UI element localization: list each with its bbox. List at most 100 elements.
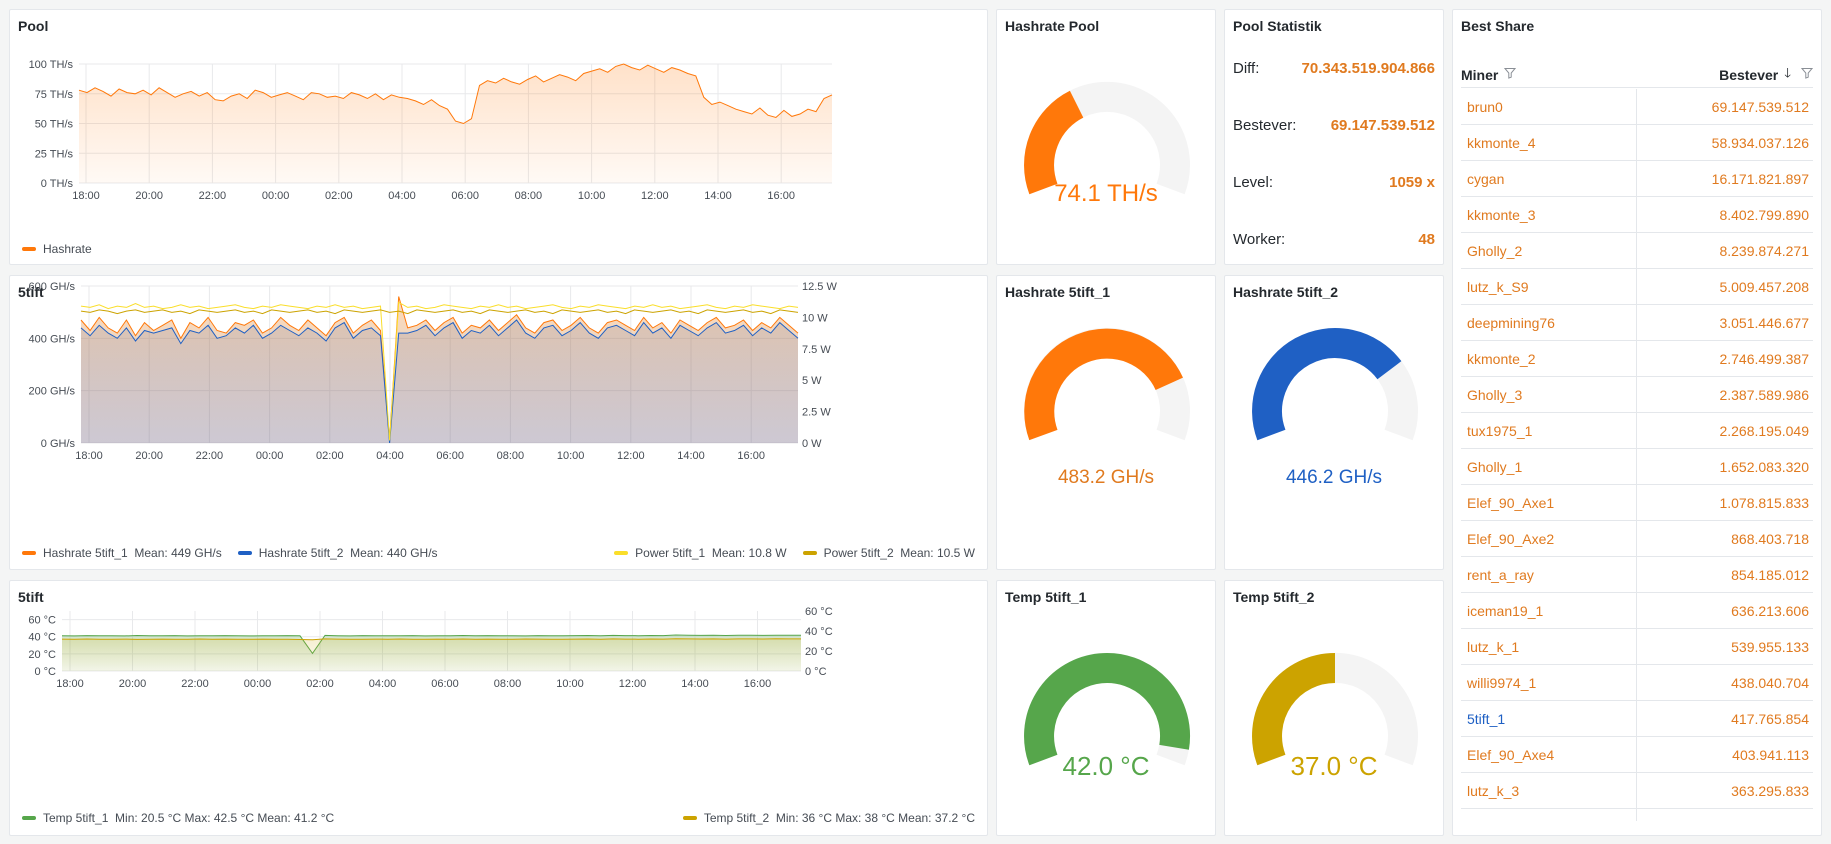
hashrate-5tift-2-panel: Hashrate 5tift_2 446.2 GH/s — [1224, 275, 1444, 570]
stat-level-value: 1059 x — [1389, 174, 1435, 191]
table-row[interactable]: Gholly_1 1.652.083.320 — [1461, 449, 1813, 485]
filter-icon[interactable] — [1504, 67, 1517, 82]
table-row[interactable]: lutz_k_3 363.295.833 — [1461, 773, 1813, 809]
miner-cell: willi9974_1 — [1461, 665, 1637, 700]
best-share-title[interactable]: Best Share — [1461, 18, 1535, 34]
miner-cell: cygan — [1461, 161, 1637, 196]
y-tick-label: 50 TH/s — [35, 119, 74, 131]
legend-label[interactable]: Power 5tift_1 — [635, 546, 706, 560]
tift-temp-title[interactable]: 5tift — [18, 589, 44, 605]
stat-diff-label: Diff: — [1233, 60, 1260, 77]
table-row[interactable]: Gholly_3 2.387.589.986 — [1461, 377, 1813, 413]
series-line — [78, 63, 833, 125]
x-tick-label: 18:00 — [56, 678, 84, 690]
tift-temp-chart[interactable]: 0 °C 20 °C 40 °C 60 °C 0 °C 20 °C 40 °C 60 °C 18… — [10, 581, 988, 836]
x-tick-label: 22:00 — [181, 678, 209, 690]
bestever-column-header[interactable]: Bestever 🡓 — [1637, 62, 1814, 87]
bestever-cell: 868.403.718 — [1731, 530, 1809, 547]
legend-label[interactable]: Temp 5tift_1 — [43, 811, 109, 825]
gauge-fill — [1024, 90, 1084, 195]
stat-worker-value: 48 — [1418, 231, 1435, 248]
legend-swatch — [22, 816, 36, 820]
y-tick-label: 0 GH/s — [41, 438, 76, 450]
legend-stats: Mean: 10.5 W — [893, 546, 975, 560]
y2-tick-label: 0 °C — [805, 666, 827, 678]
table-row[interactable]: lutz_k_S9 5.009.457.208 — [1461, 269, 1813, 305]
tift-hash-chart[interactable]: 0 GH/s 200 GH/s 400 GH/s 600 GH/s 0 W 2.5 W 5 … — [10, 276, 988, 570]
x-tick-label: 06:00 — [431, 678, 459, 690]
best-share-body[interactable]: brun0 69.147.539.512 kkmonte_4 58.934.037.1… — [1461, 89, 1813, 821]
tift-hash-title[interactable]: 5tift — [18, 284, 44, 300]
filter-icon[interactable] — [1800, 67, 1814, 82]
y-tick-label: 100 TH/s — [29, 59, 74, 71]
stat-level: Level: 1059 x — [1233, 174, 1435, 191]
table-row[interactable]: deepmining76 3.051.446.677 — [1461, 305, 1813, 341]
bestever-cell: 3.051.446.677 — [1719, 314, 1809, 331]
table-row[interactable]: Elef_90_Axe2 868.403.718 — [1461, 521, 1813, 557]
table-row[interactable]: kkmonte_3 8.402.799.890 — [1461, 197, 1813, 233]
hashrate-5tift-1-title[interactable]: Hashrate 5tift_1 — [1005, 284, 1111, 300]
legend-swatch — [22, 551, 36, 555]
series-area — [81, 320, 798, 443]
series-line — [80, 319, 799, 444]
table-row[interactable]: Elef_90_Axe1 1.078.815.833 — [1461, 485, 1813, 521]
x-tick-label: 16:00 — [767, 190, 795, 202]
legend-label[interactable]: Hashrate 5tift_1 — [43, 546, 128, 560]
table-row[interactable]: willi9974_1 438.040.704 — [1461, 665, 1813, 701]
miner-cell: lutz_k_1 — [1461, 629, 1637, 664]
x-tick-label: 22:00 — [199, 190, 227, 202]
legend-label[interactable]: Hashrate — [43, 242, 92, 256]
bestever-cell: 417.765.854 — [1731, 710, 1809, 727]
miner-cell: brun0 — [1461, 89, 1637, 124]
miner-column-header[interactable]: Miner — [1461, 62, 1637, 87]
x-tick-label: 08:00 — [515, 190, 543, 202]
table-row[interactable]: Elef_90_Axe4 403.941.113 — [1461, 737, 1813, 773]
hashrate-5tift-2-gauge — [1252, 328, 1418, 441]
table-row[interactable]: brun0 69.147.539.512 — [1461, 89, 1813, 125]
table-row[interactable]: Gholly_2 8.239.874.271 — [1461, 233, 1813, 269]
bestever-cell: 8.239.874.271 — [1719, 242, 1809, 259]
table-row[interactable]: iceman19_1 636.213.606 — [1461, 593, 1813, 629]
legend-label[interactable]: Hashrate 5tift_2 — [258, 546, 344, 560]
pool-hashrate-chart[interactable]: 0 TH/s 25 TH/s 50 TH/s 75 TH/s 100 TH/s 18:00… — [10, 10, 988, 265]
table-row[interactable]: kkmonte_4 58.934.037.126 — [1461, 125, 1813, 161]
bestever-cell: 1.652.083.320 — [1719, 458, 1809, 475]
table-row[interactable]: rent_a_ray 854.185.012 — [1461, 557, 1813, 593]
legend-stats: Min: 36 °C Max: 38 °C Mean: 37.2 °C — [769, 811, 975, 825]
x-tick-label: 00:00 — [262, 190, 290, 202]
legend-label[interactable]: Power 5tift_2 — [823, 546, 894, 560]
legend-label[interactable]: Temp 5tift_2 — [703, 811, 770, 825]
tift-hash-legend-left: Hashrate 5tift_1 Mean: 449 GH/s Hashrate … — [22, 546, 438, 560]
bestever-cell: 438.040.704 — [1731, 674, 1809, 691]
legend-swatch — [22, 247, 36, 251]
tift-temp-legend-right: Temp 5tift_2 Min: 36 °C Max: 38 °C Mean:… — [682, 811, 975, 825]
x-tick-label: 16:00 — [744, 678, 772, 690]
table-row[interactable]: tux1975_1 2.268.195.049 — [1461, 413, 1813, 449]
miner-cell: Elef_90_Axe4 — [1461, 737, 1637, 772]
legend-stats: Mean: 449 GH/s — [127, 546, 222, 560]
temp-5tift-2-panel: Temp 5tift_2 37.0 °C — [1224, 580, 1444, 836]
temp-5tift-2-title[interactable]: Temp 5tift_2 — [1233, 589, 1315, 605]
x-tick-label: 18:00 — [72, 190, 100, 202]
sort-desc-icon[interactable]: 🡓 — [1784, 64, 1791, 80]
y2-tick-label: 5 W — [802, 375, 822, 387]
stat-bestever: Bestever: 69.147.539.512 — [1233, 117, 1435, 134]
table-row[interactable]: cygan 16.171.821.897 — [1461, 161, 1813, 197]
legend-swatch — [237, 551, 252, 555]
pool-stats-title[interactable]: Pool Statistik — [1233, 18, 1322, 34]
hashrate-5tift-2-title[interactable]: Hashrate 5tift_2 — [1233, 284, 1339, 300]
series-line — [61, 634, 801, 655]
hashrate-pool-title[interactable]: Hashrate Pool — [1005, 18, 1100, 34]
table-row[interactable]: 5tift_1 417.765.854 — [1461, 701, 1813, 737]
table-row[interactable]: lutz_k_1 539.955.133 — [1461, 629, 1813, 665]
y-tick-label: 400 GH/s — [29, 333, 76, 345]
y2-tick-label: 7.5 W — [802, 344, 831, 356]
temp-5tift-1-title[interactable]: Temp 5tift_1 — [1005, 589, 1087, 605]
bestever-cell: 403.941.113 — [1732, 746, 1809, 763]
pool-panel: Pool 0 TH/s 25 TH/s 50 TH/s 75 TH/s 100 TH/s… — [9, 9, 988, 265]
table-row[interactable]: tux1975360.433.347 — [1461, 809, 1813, 821]
y-tick-label: 200 GH/s — [29, 386, 76, 398]
pool-panel-title[interactable]: Pool — [18, 18, 49, 34]
best-share-panel: Best Share Miner Bestever 🡓 brun0 69.147.… — [1452, 9, 1822, 836]
table-row[interactable]: kkmonte_2 2.746.499.387 — [1461, 341, 1813, 377]
